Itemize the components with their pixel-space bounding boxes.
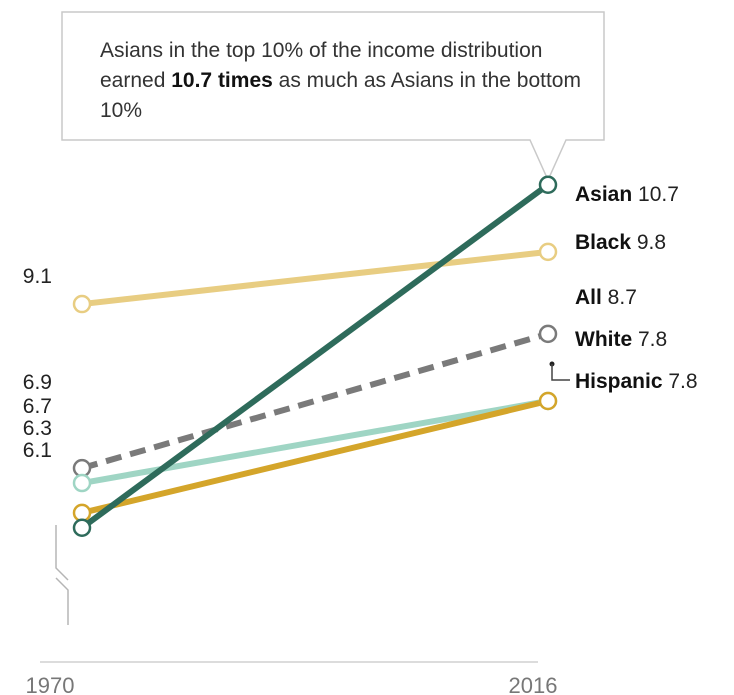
series-line-all (81, 331, 549, 471)
start-value-label: 6.9 (23, 371, 52, 394)
callout-text-start: Asians in the top 10% of the income dist… (100, 39, 543, 92)
series-line-hispanic (79, 398, 551, 487)
series-line-black (79, 248, 551, 308)
start-value-label: 6.1 (23, 439, 52, 462)
start-value-label: 9.1 (23, 265, 52, 288)
hispanic-leader-line (551, 364, 570, 381)
series-label-hispanic: Hispanic 7.8 (575, 370, 698, 393)
callout-text-bold: 10.7 times (171, 69, 273, 92)
start-value-label: 6.7 (23, 395, 52, 418)
data-point-all-1970 (72, 458, 92, 478)
axis-break-icon (55, 525, 69, 625)
data-point-black-2016 (538, 242, 558, 262)
series-label-black: Black 9.8 (575, 231, 666, 254)
annotation-callout: Asians in the top 10% of the income dist… (62, 12, 604, 140)
series-label-all: All 8.7 (575, 286, 637, 309)
series-label-asian: Asian 10.7 (575, 183, 679, 206)
data-point-hispanic-1970 (72, 473, 92, 493)
series-label-white: White 7.8 (575, 328, 667, 351)
data-point-asian-1970 (72, 518, 92, 538)
callout-text-end: as much as Asians in the bottom 10% (100, 69, 581, 122)
callout-box (61, 11, 605, 182)
x-tick-label-2016: 2016 (509, 673, 558, 695)
data-point-black-1970 (72, 294, 92, 314)
data-point-asian-2016 (538, 175, 558, 194)
data-point-all-2016 (538, 324, 558, 344)
series-line-white (79, 398, 551, 516)
series-line-asian (79, 181, 551, 531)
x-tick-label-1970: 1970 (26, 673, 75, 695)
start-value-label: 6.3 (23, 417, 52, 440)
data-point-white-1970 (72, 503, 92, 523)
data-point-white-2016 (538, 391, 558, 411)
